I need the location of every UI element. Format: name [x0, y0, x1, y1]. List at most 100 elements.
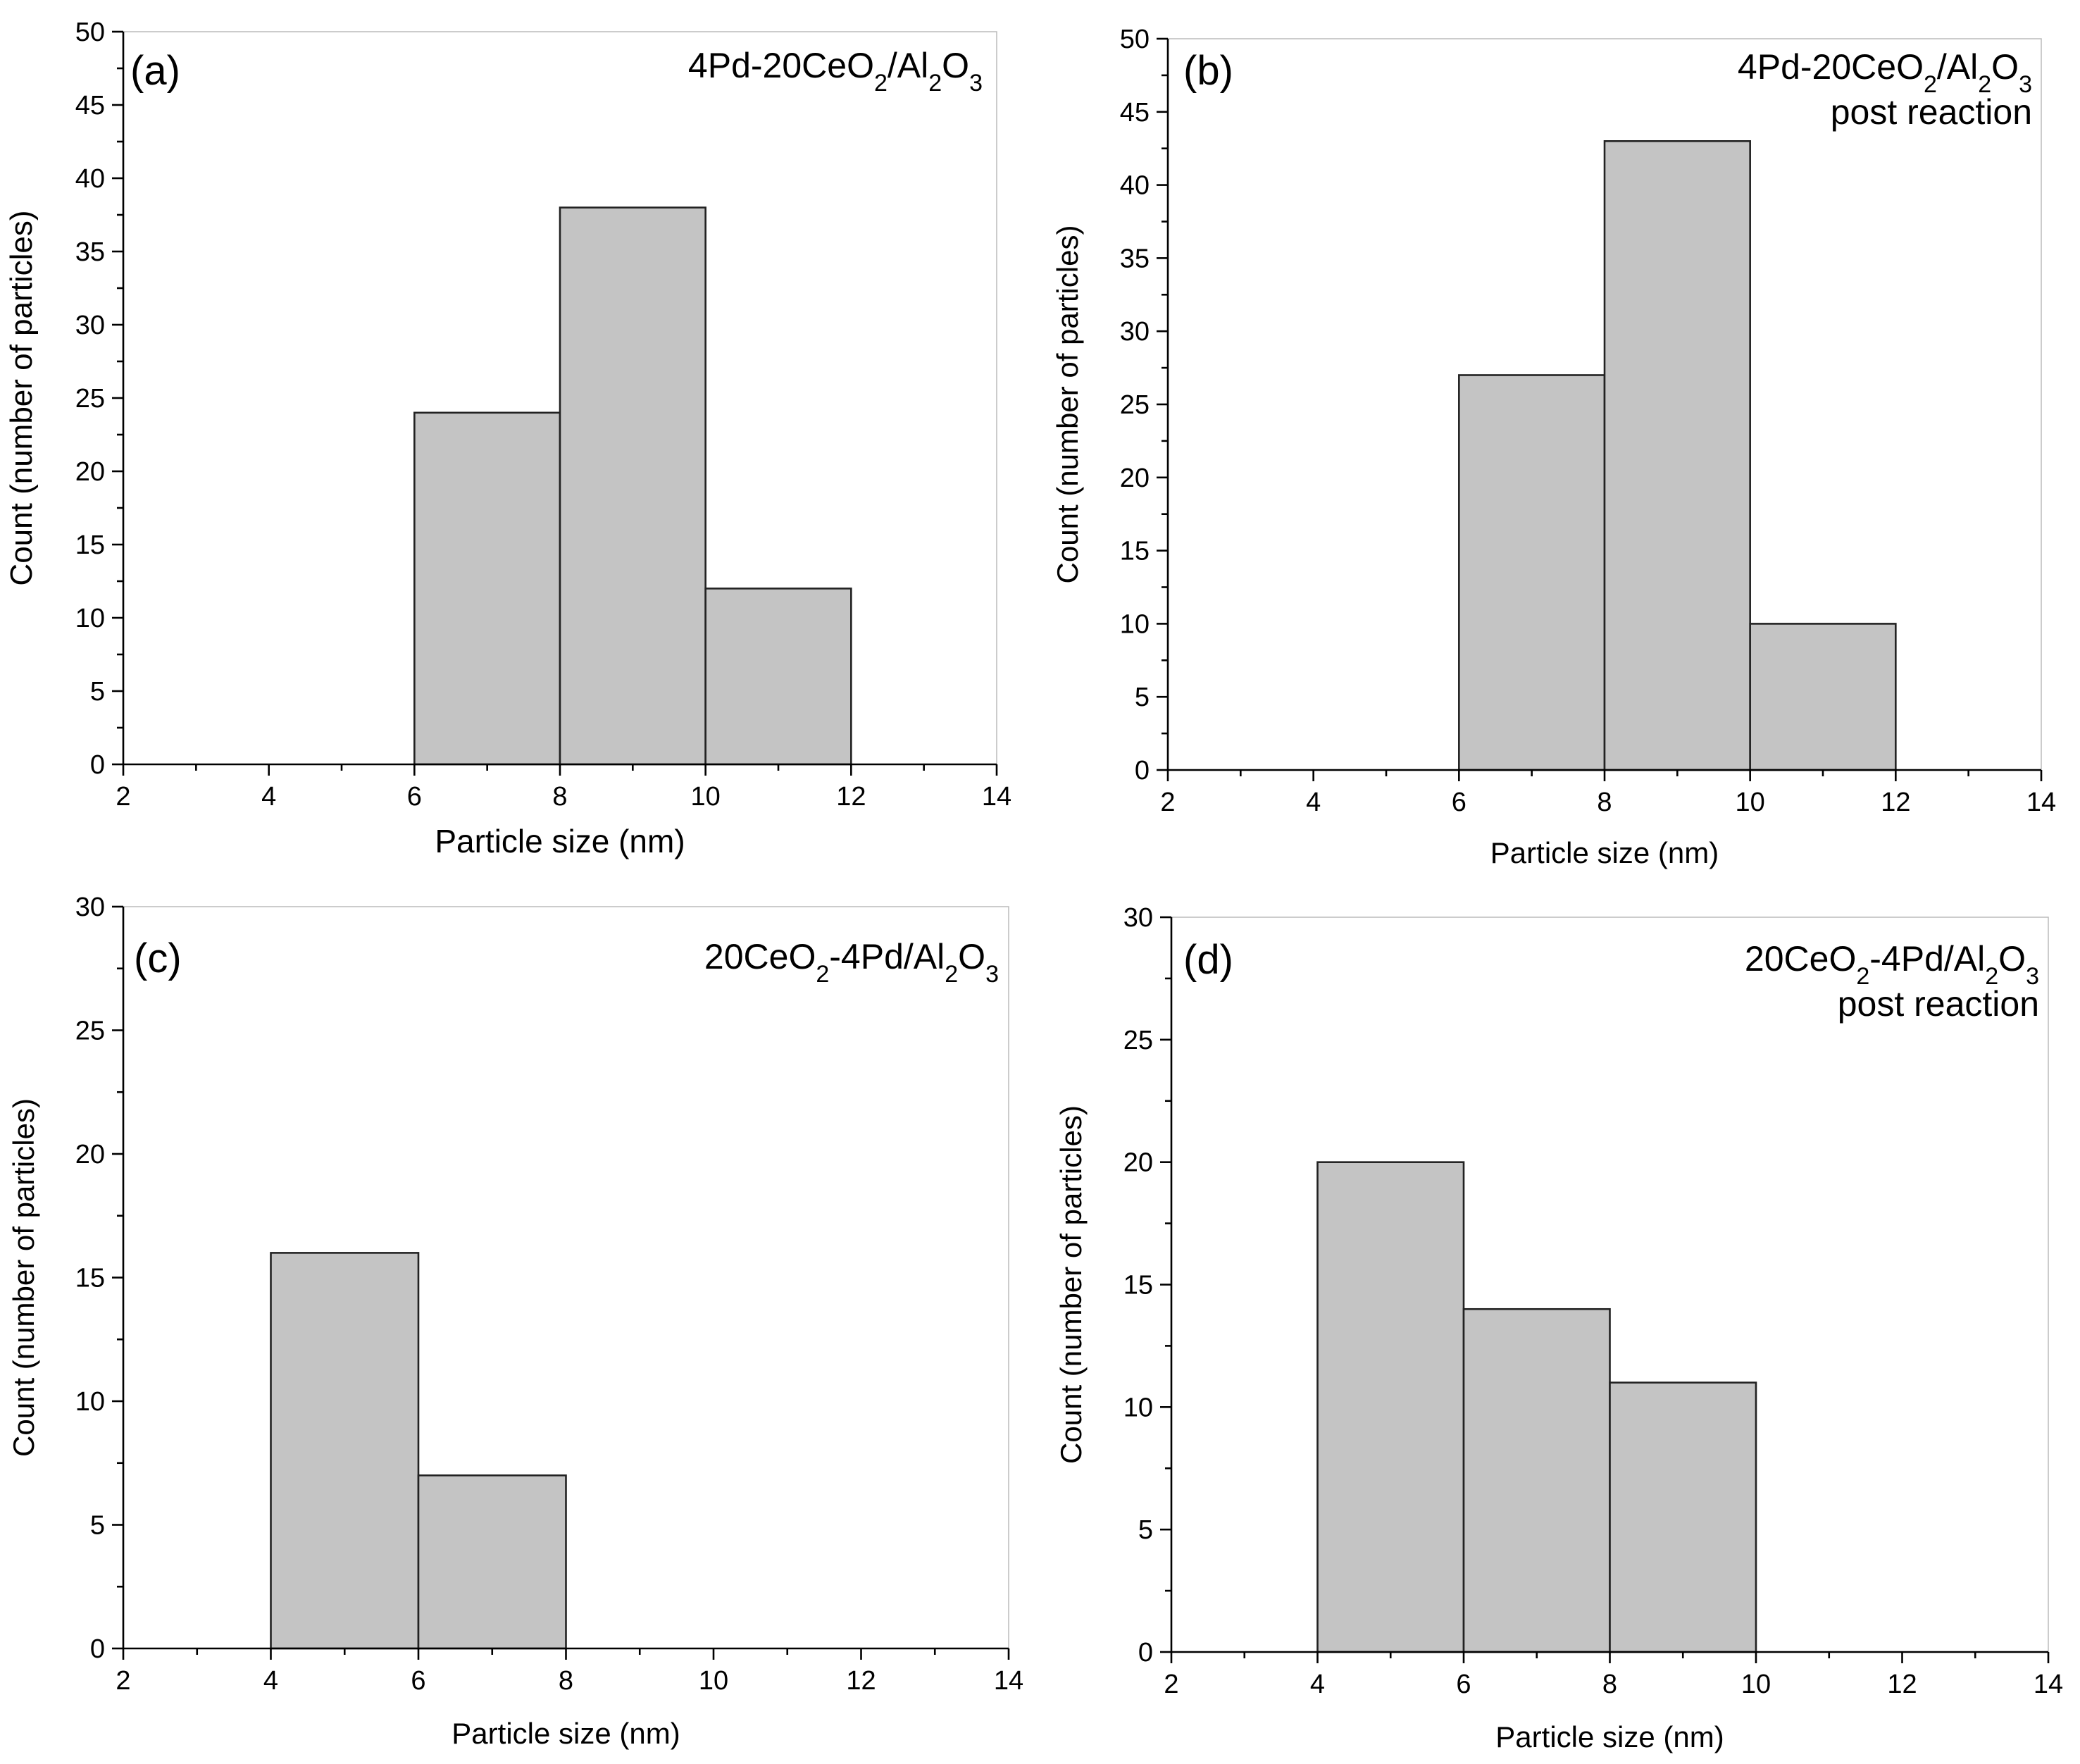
panel-d: 2 4 6 8 10 12 14 0 5 10 15 20 25 30 Particle size (nm)…: [1054, 903, 2063, 1753]
x-tick-label: 12: [846, 1666, 876, 1696]
histogram-bar: [559, 206, 706, 766]
y-tick-label: 10: [75, 1387, 105, 1417]
x-tick-label: 12: [1881, 788, 1910, 817]
sample-condition-label: post reaction: [1838, 984, 2039, 1024]
y-tick-label: 25: [75, 1017, 105, 1046]
x-tick-label: 2: [116, 782, 130, 812]
panel-label: (c): [134, 936, 182, 981]
y-tick-label: 0: [1135, 756, 1150, 785]
y-tick-label: 0: [90, 1634, 105, 1664]
histogram-bar: [1458, 374, 1606, 771]
y-tick-label: 40: [1120, 171, 1150, 201]
y-tick-label: 30: [1120, 317, 1150, 347]
x-tick-label: 10: [699, 1666, 728, 1696]
x-tick-label: 10: [691, 782, 721, 812]
y-tick-label: 15: [75, 1264, 105, 1293]
panel-c: 2 4 6 8 10 12 14 0 5 10 15 20 25 30 Particle size (nm)…: [7, 893, 1023, 1750]
x-tick-label: 4: [263, 1666, 278, 1696]
panel-b: 2 4 6 8 10 12 14 0 5 10 15 20 25 30 35 40 45 50 Particle s…: [1051, 25, 2056, 869]
y-tick-label: 0: [90, 750, 105, 780]
histogram-bar: [704, 588, 852, 766]
x-axis-title: Particle size (nm): [1495, 1720, 1724, 1753]
histogram-bar: [1603, 140, 1751, 771]
x-tick-label: 14: [982, 782, 1011, 812]
y-tick-label: 20: [1123, 1148, 1153, 1178]
x-axis-title: Particle size (nm): [1490, 836, 1719, 869]
y-tick-label: 45: [1120, 98, 1150, 128]
sample-condition-label: post reaction: [1831, 92, 2032, 132]
x-tick-label: 12: [1887, 1670, 1917, 1699]
x-tick-label: 6: [1456, 1670, 1471, 1699]
y-tick-label: 35: [1120, 244, 1150, 273]
y-axis-title: Count (number of particles): [7, 1098, 40, 1457]
y-tick-label: 50: [1120, 25, 1150, 54]
x-tick-label: 6: [1452, 788, 1466, 817]
y-tick-label: 50: [75, 18, 105, 47]
y-tick-label: 5: [90, 677, 105, 707]
panel-label: (a): [130, 48, 180, 94]
y-tick-label: 25: [75, 384, 105, 414]
y-axis-title: Count (number of particles): [1054, 1105, 1088, 1464]
y-tick-label: 10: [75, 604, 105, 633]
y-tick-label: 20: [75, 1140, 105, 1169]
x-tick-label: 14: [2034, 1670, 2063, 1699]
y-tick-label: 40: [75, 164, 105, 194]
y-tick-label: 15: [75, 530, 105, 560]
x-tick-label: 10: [1741, 1670, 1771, 1699]
y-tick-label: 0: [1138, 1638, 1153, 1667]
sample-name-label: 20CeO2-4Pd/Al2O3: [1745, 939, 2039, 990]
x-tick-label: 14: [2026, 788, 2056, 817]
panel-a: 2 4 6 8 10 12 14 0 5 10 15 20 25 30 35 40 45 50 Particle s…: [4, 18, 1011, 859]
panel-label: (d): [1183, 937, 1233, 983]
y-tick-label: 5: [1138, 1515, 1153, 1545]
y-tick-label: 5: [1135, 683, 1150, 712]
y-tick-label: 20: [1120, 464, 1150, 493]
y-axis-title: Count (number of particles): [1051, 225, 1084, 584]
x-axis-title: Particle size (nm): [452, 1717, 680, 1750]
y-tick-label: 10: [1120, 609, 1150, 639]
y-tick-label: 10: [1123, 1393, 1153, 1422]
x-tick-label: 8: [552, 782, 567, 812]
bars: [1458, 140, 1897, 771]
histogram-bar: [1462, 1308, 1611, 1653]
x-tick-label: 2: [116, 1666, 130, 1696]
x-tick-label: 12: [836, 782, 866, 812]
histogram-bar: [270, 1252, 420, 1650]
x-tick-label: 8: [1602, 1670, 1617, 1699]
y-tick-label: 25: [1120, 390, 1150, 420]
histogram-bar: [1609, 1381, 1757, 1653]
sample-name-label: 4Pd-20CeO2/Al2O3: [688, 46, 983, 97]
y-tick-label: 45: [75, 91, 105, 120]
x-tick-label: 2: [1160, 788, 1175, 817]
bars: [1316, 1161, 1757, 1653]
y-tick-label: 25: [1123, 1026, 1153, 1055]
x-tick-label: 4: [1310, 1670, 1325, 1699]
x-tick-label: 4: [261, 782, 276, 812]
panel-label: (b): [1183, 48, 1233, 94]
y-tick-label: 20: [75, 457, 105, 487]
x-tick-label: 8: [559, 1666, 573, 1696]
histogram-bar: [417, 1474, 567, 1650]
x-tick-label: 2: [1164, 1670, 1178, 1699]
x-tick-label: 10: [1736, 788, 1765, 817]
x-tick-label: 4: [1306, 788, 1321, 817]
x-tick-label: 14: [994, 1666, 1023, 1696]
y-tick-label: 5: [90, 1511, 105, 1541]
histogram-bar: [1316, 1161, 1465, 1653]
y-tick-label: 30: [1123, 903, 1153, 933]
y-axis-title: Count (number of particles): [4, 210, 39, 585]
x-tick-label: 6: [411, 1666, 425, 1696]
histogram-bar: [413, 411, 561, 766]
y-tick-label: 15: [1123, 1271, 1153, 1300]
bars: [413, 206, 852, 766]
x-tick-label: 8: [1597, 788, 1612, 817]
x-axis-title: Particle size (nm): [435, 823, 685, 859]
sample-name-label: 20CeO2-4Pd/Al2O3: [704, 937, 999, 988]
histogram-bar: [1749, 623, 1897, 771]
y-tick-label: 30: [75, 311, 105, 340]
y-tick-label: 30: [75, 893, 105, 922]
y-tick-label: 15: [1120, 537, 1150, 566]
x-tick-label: 6: [407, 782, 422, 812]
y-tick-label: 35: [75, 237, 105, 267]
